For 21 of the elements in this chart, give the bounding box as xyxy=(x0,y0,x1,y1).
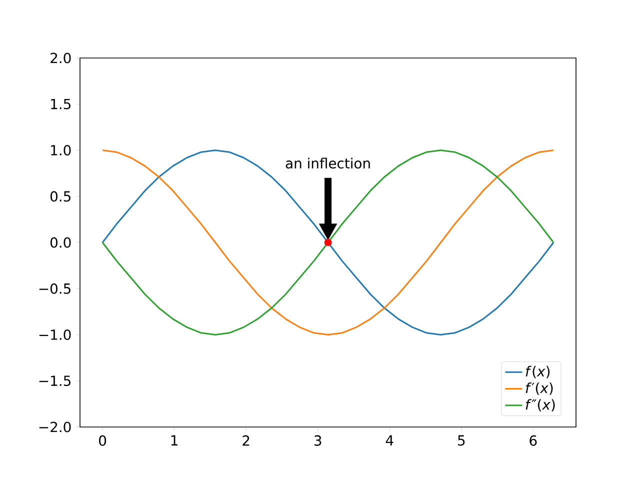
x-tick-label: 1 xyxy=(171,435,178,446)
y-tick-label: 0.5 xyxy=(50,191,70,202)
line-series xyxy=(102,149,554,336)
x-tick-label: 4 xyxy=(386,435,394,446)
x-tick-label: 5 xyxy=(458,435,465,446)
annotation: an inflection xyxy=(286,158,370,169)
x-tick-label: 3 xyxy=(314,435,322,446)
y-tick-label: 0.0 xyxy=(50,237,71,248)
x-tick-label: 0 xyxy=(99,435,106,446)
y-tick-label: −1.0 xyxy=(39,329,71,340)
x-tick-label: 2 xyxy=(242,435,250,446)
y-tick-label: 1.0 xyxy=(51,144,71,156)
y-tick-label: −1.5 xyxy=(39,376,70,386)
x-tick-label: 6 xyxy=(530,435,537,446)
legend-label: f″(x) xyxy=(526,399,555,412)
y-tick-label: 1.5 xyxy=(51,98,70,110)
y-tick-label: −0.5 xyxy=(39,283,70,294)
legend-label: f′(x) xyxy=(526,382,553,395)
y-tick-label: −2.0 xyxy=(39,422,71,432)
y-tick-label: 2.0 xyxy=(50,52,71,64)
legend-label: f(x) xyxy=(526,366,550,378)
